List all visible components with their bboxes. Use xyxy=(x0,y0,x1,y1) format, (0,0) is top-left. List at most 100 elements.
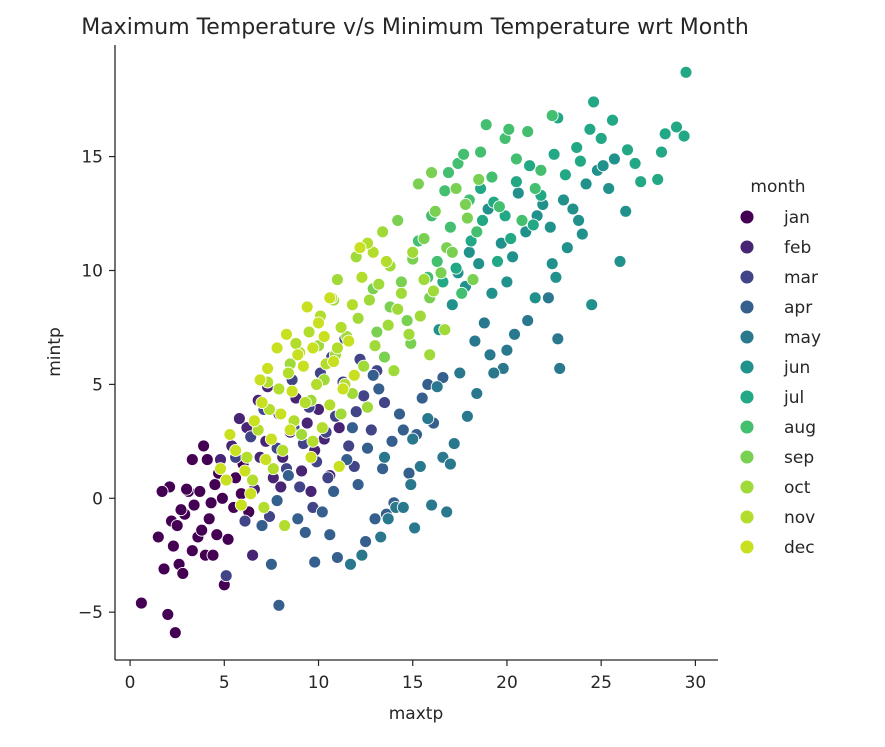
data-point-apr xyxy=(396,423,410,437)
data-point-aug xyxy=(485,170,499,184)
x-ticks: 0 5 10 15 20 25 30 xyxy=(125,660,707,693)
data-point-apr xyxy=(359,535,373,549)
data-point-jun xyxy=(545,257,559,271)
data-point-dec xyxy=(296,359,310,373)
data-point-jul xyxy=(464,234,478,248)
legend-title: month xyxy=(750,177,805,197)
data-point-dec xyxy=(304,450,318,464)
data-point-dec xyxy=(264,432,278,446)
data-point-jul xyxy=(573,154,587,168)
data-point-sep xyxy=(394,275,408,289)
data-point-aug xyxy=(492,200,506,214)
x-tick-label: 5 xyxy=(219,673,230,693)
data-point-jul xyxy=(558,168,572,182)
data-point-jul xyxy=(594,131,608,145)
legend-marker-dec xyxy=(739,539,755,555)
data-point-mar xyxy=(357,389,371,403)
data-point-jun xyxy=(543,220,557,234)
data-point-may xyxy=(447,437,461,451)
data-point-jul xyxy=(679,65,693,79)
data-point-apr xyxy=(393,407,406,421)
data-point-apr xyxy=(315,505,329,519)
data-point-aug xyxy=(470,225,484,239)
data-point-sep xyxy=(411,177,425,191)
data-point-nov xyxy=(306,434,320,448)
data-point-jun xyxy=(619,204,633,218)
data-point-aug xyxy=(534,163,548,177)
data-point-nov xyxy=(315,421,329,435)
data-point-aug xyxy=(443,220,457,234)
data-point-may xyxy=(425,498,439,512)
data-point-mar xyxy=(238,514,252,528)
data-point-jul xyxy=(504,232,518,246)
data-point-nov xyxy=(302,325,316,339)
data-point-oct xyxy=(402,327,416,341)
data-point-oct xyxy=(381,318,395,332)
data-point-mar xyxy=(342,439,356,453)
data-point-jan xyxy=(221,532,235,546)
data-point-may xyxy=(430,380,444,394)
data-point-dec xyxy=(327,355,341,369)
data-point-jan xyxy=(180,482,194,496)
data-point-nov xyxy=(240,450,254,464)
data-point-nov xyxy=(310,377,324,391)
data-point-oct xyxy=(330,273,344,287)
data-point-jul xyxy=(449,261,463,275)
data-point-aug xyxy=(509,152,523,166)
data-point-jun xyxy=(585,298,599,312)
data-point-apr xyxy=(345,421,359,435)
data-point-oct xyxy=(295,428,309,441)
data-point-feb xyxy=(232,412,246,426)
data-point-jun xyxy=(549,270,563,284)
data-point-jan xyxy=(151,530,165,544)
data-point-dec xyxy=(312,316,325,330)
data-point-aug xyxy=(479,118,493,132)
axes-layer xyxy=(114,45,718,661)
data-point-apr xyxy=(298,525,312,539)
data-point-jul xyxy=(670,120,683,134)
data-point-oct xyxy=(391,302,405,316)
data-point-jun xyxy=(462,245,476,259)
y-axis-label: mintp xyxy=(45,327,65,377)
legend-marker-apr xyxy=(739,299,755,315)
data-point-dec xyxy=(219,473,233,487)
data-point-dec xyxy=(214,462,227,476)
data-point-apr xyxy=(327,484,341,498)
data-point-apr xyxy=(385,434,399,448)
data-point-dec xyxy=(280,327,293,341)
data-point-dec xyxy=(342,334,356,348)
data-point-mar xyxy=(378,396,391,410)
data-point-jul xyxy=(498,209,512,223)
data-point-jan xyxy=(134,596,148,610)
legend-marker-oct xyxy=(739,479,755,495)
data-point-may xyxy=(508,327,521,341)
data-point-may xyxy=(396,500,410,514)
y-tick-label: −5 xyxy=(78,603,103,623)
data-point-oct xyxy=(423,348,437,362)
data-point-nov xyxy=(289,336,303,350)
y-tick-label: 10 xyxy=(81,262,103,282)
data-point-nov xyxy=(246,473,260,487)
data-point-nov xyxy=(366,245,380,259)
legend-marker-feb xyxy=(739,239,755,255)
x-tick-label: 30 xyxy=(685,673,707,693)
data-point-jul xyxy=(634,175,648,189)
data-point-dec xyxy=(317,330,331,344)
data-point-may xyxy=(355,548,369,562)
data-point-aug xyxy=(521,125,535,139)
data-point-may xyxy=(408,521,422,535)
data-point-may xyxy=(374,530,388,544)
data-point-jan xyxy=(193,484,207,498)
data-point-jun xyxy=(557,193,570,207)
data-point-jun xyxy=(566,202,580,216)
legend-label-sep: sep xyxy=(784,448,814,468)
data-point-may xyxy=(421,412,435,426)
data-point-may xyxy=(344,557,357,571)
data-point-jan xyxy=(161,607,175,621)
data-point-dec xyxy=(347,368,361,382)
data-point-aug xyxy=(545,109,559,123)
data-point-jun xyxy=(579,177,593,191)
data-point-oct xyxy=(438,323,452,337)
data-point-may xyxy=(477,316,491,330)
data-point-apr xyxy=(272,598,286,612)
